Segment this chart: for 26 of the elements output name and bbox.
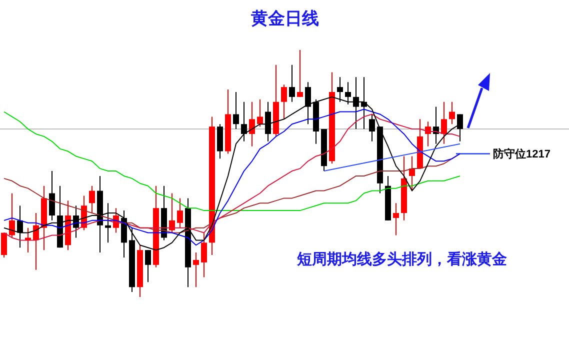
candlestick: [193, 252, 199, 288]
candlestick: [169, 192, 175, 234]
candlestick: [393, 202, 399, 236]
candlestick: [249, 101, 255, 147]
candlestick: [9, 192, 15, 238]
candlestick: [265, 101, 271, 142]
candlestick: [49, 170, 55, 221]
candlestick: [105, 202, 111, 244]
candlestick: [17, 205, 23, 248]
candlestick: [233, 91, 239, 130]
candlestick: [201, 232, 207, 278]
candlestick: [441, 101, 447, 144]
candlestick: [177, 198, 183, 228]
candlestick: [89, 185, 95, 214]
candlestick: [409, 156, 415, 192]
candlestick: [281, 84, 287, 120]
candlestick: [241, 101, 247, 142]
annotation: 短周期均线多头排列，看涨黄金: [296, 251, 507, 268]
candlestick: [1, 232, 7, 258]
candlestick: [289, 64, 295, 102]
ref-line-label: 防守位1217: [493, 148, 550, 161]
candlestick: [297, 50, 303, 98]
candlestick: [257, 98, 263, 128]
candlestick: [369, 114, 375, 142]
candlestick: [449, 101, 455, 125]
chart-title: 黄金日线: [250, 9, 319, 28]
